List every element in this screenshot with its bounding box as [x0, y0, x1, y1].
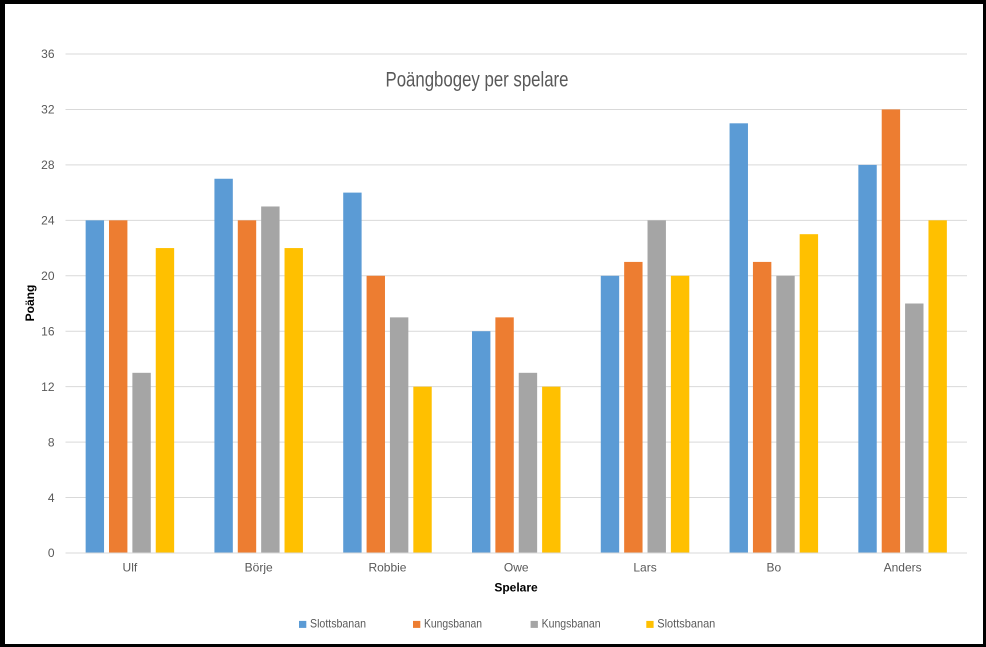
- svg-text:Robbie: Robbie: [368, 560, 406, 574]
- svg-text:Slottsbanan: Slottsbanan: [657, 617, 715, 631]
- svg-text:Ulf: Ulf: [123, 560, 138, 574]
- svg-text:32: 32: [41, 103, 55, 117]
- svg-text:0: 0: [48, 546, 55, 560]
- svg-text:Slottsbanan: Slottsbanan: [310, 617, 366, 631]
- svg-text:20: 20: [41, 269, 55, 283]
- svg-text:Lars: Lars: [633, 560, 656, 574]
- svg-text:24: 24: [41, 214, 55, 228]
- svg-text:Poäng: Poäng: [23, 285, 37, 322]
- svg-text:12: 12: [41, 380, 55, 394]
- svg-text:Poängbogey per spelare: Poängbogey per spelare: [386, 69, 569, 92]
- svg-text:28: 28: [41, 158, 55, 172]
- svg-text:Owe: Owe: [504, 560, 529, 574]
- svg-text:Anders: Anders: [884, 560, 922, 574]
- svg-text:Bo: Bo: [766, 560, 781, 574]
- svg-text:36: 36: [41, 47, 55, 61]
- svg-text:Börje: Börje: [245, 560, 273, 574]
- svg-text:4: 4: [48, 491, 55, 505]
- svg-text:Kungsbanan: Kungsbanan: [542, 617, 601, 631]
- svg-text:8: 8: [48, 435, 55, 449]
- svg-text:Kungsbanan: Kungsbanan: [424, 617, 482, 631]
- svg-text:16: 16: [41, 324, 55, 338]
- svg-text:Spelare: Spelare: [494, 581, 538, 595]
